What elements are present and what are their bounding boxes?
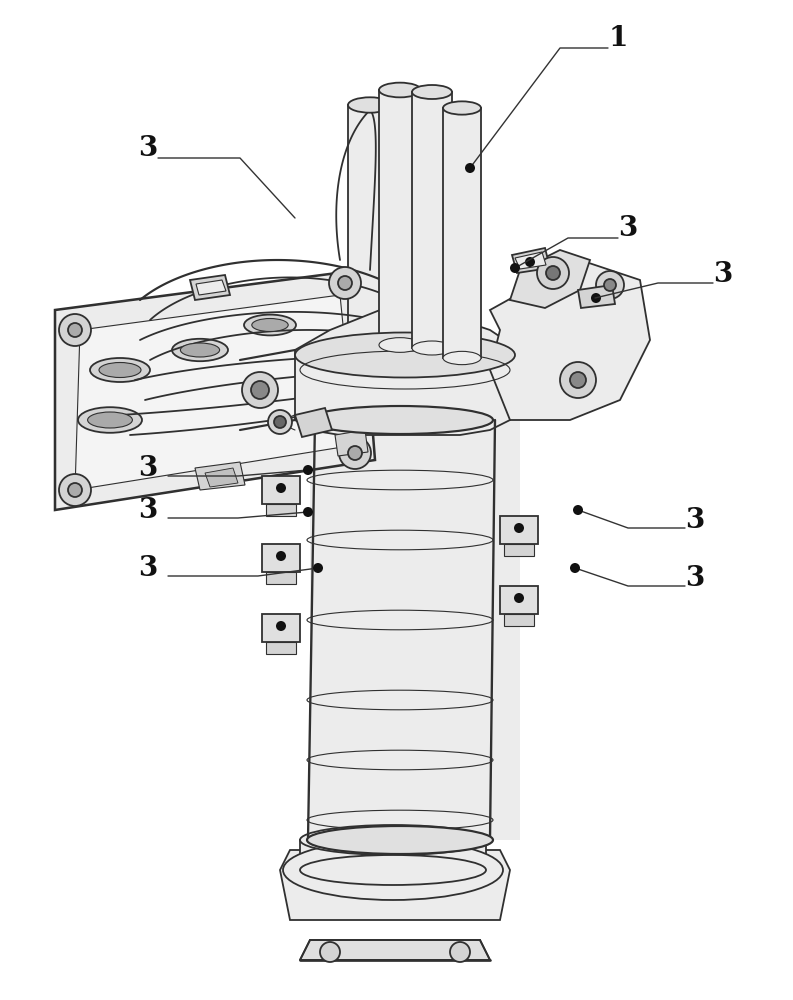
Circle shape: [604, 279, 616, 291]
Ellipse shape: [412, 341, 452, 355]
Polygon shape: [500, 516, 538, 544]
Circle shape: [251, 381, 269, 399]
Circle shape: [242, 372, 278, 408]
Ellipse shape: [99, 362, 141, 377]
Text: 3: 3: [138, 454, 158, 482]
Circle shape: [274, 416, 286, 428]
Polygon shape: [262, 476, 300, 504]
Circle shape: [59, 314, 91, 346]
Ellipse shape: [307, 826, 493, 854]
Circle shape: [320, 942, 340, 962]
Polygon shape: [55, 270, 375, 510]
Ellipse shape: [283, 840, 503, 900]
Polygon shape: [310, 420, 520, 840]
Ellipse shape: [172, 339, 228, 361]
Polygon shape: [75, 295, 355, 490]
Circle shape: [591, 293, 601, 303]
Polygon shape: [515, 252, 546, 269]
Polygon shape: [490, 260, 650, 420]
Circle shape: [268, 410, 292, 434]
Polygon shape: [295, 310, 520, 435]
Ellipse shape: [379, 338, 421, 352]
Ellipse shape: [443, 101, 481, 115]
Polygon shape: [578, 285, 615, 308]
Polygon shape: [335, 430, 368, 456]
Text: 3: 3: [138, 554, 158, 582]
Circle shape: [537, 257, 569, 289]
Polygon shape: [500, 586, 538, 614]
Polygon shape: [266, 572, 296, 584]
Ellipse shape: [412, 85, 452, 99]
Circle shape: [546, 266, 560, 280]
Circle shape: [570, 372, 586, 388]
Ellipse shape: [300, 825, 486, 855]
Polygon shape: [266, 504, 296, 516]
Polygon shape: [412, 92, 452, 348]
Polygon shape: [195, 462, 245, 490]
Polygon shape: [295, 408, 332, 437]
Circle shape: [303, 507, 313, 517]
Circle shape: [465, 163, 475, 173]
Polygon shape: [300, 940, 490, 960]
Polygon shape: [190, 275, 230, 300]
Circle shape: [59, 474, 91, 506]
Circle shape: [573, 505, 583, 515]
Circle shape: [348, 446, 362, 460]
Text: 3: 3: [138, 496, 158, 524]
Polygon shape: [196, 280, 226, 295]
Circle shape: [514, 523, 524, 533]
Circle shape: [303, 465, 313, 475]
Ellipse shape: [244, 315, 296, 335]
Ellipse shape: [348, 347, 392, 363]
Circle shape: [313, 563, 323, 573]
Ellipse shape: [307, 406, 493, 434]
Ellipse shape: [295, 332, 515, 377]
Polygon shape: [262, 544, 300, 572]
Polygon shape: [262, 614, 300, 642]
Circle shape: [596, 271, 624, 299]
Polygon shape: [266, 642, 296, 654]
Circle shape: [525, 257, 535, 267]
Polygon shape: [348, 105, 392, 355]
Ellipse shape: [87, 412, 132, 428]
Polygon shape: [504, 614, 534, 626]
Ellipse shape: [252, 318, 288, 332]
Text: 3: 3: [714, 261, 733, 288]
Text: 1: 1: [608, 24, 628, 51]
Polygon shape: [280, 850, 510, 920]
Circle shape: [276, 483, 286, 493]
Ellipse shape: [379, 83, 421, 97]
Circle shape: [68, 483, 82, 497]
Circle shape: [329, 267, 361, 299]
Text: 3: 3: [685, 506, 705, 534]
Polygon shape: [512, 248, 550, 273]
Text: 3: 3: [138, 134, 158, 161]
Polygon shape: [504, 544, 534, 556]
Circle shape: [570, 563, 580, 573]
Circle shape: [276, 621, 286, 631]
Ellipse shape: [348, 97, 392, 113]
Polygon shape: [300, 840, 486, 870]
Ellipse shape: [180, 343, 220, 357]
Circle shape: [510, 263, 520, 273]
Circle shape: [276, 551, 286, 561]
Ellipse shape: [300, 855, 486, 885]
Circle shape: [450, 942, 470, 962]
Circle shape: [339, 437, 371, 469]
Ellipse shape: [443, 351, 481, 365]
Polygon shape: [379, 90, 421, 345]
Polygon shape: [443, 108, 481, 358]
Text: 3: 3: [619, 215, 638, 241]
Circle shape: [514, 593, 524, 603]
Circle shape: [560, 362, 596, 398]
Ellipse shape: [90, 358, 150, 382]
Polygon shape: [205, 468, 238, 487]
Polygon shape: [510, 250, 590, 308]
Circle shape: [338, 276, 352, 290]
Circle shape: [68, 323, 82, 337]
Text: 3: 3: [685, 564, 705, 591]
Ellipse shape: [78, 407, 142, 433]
